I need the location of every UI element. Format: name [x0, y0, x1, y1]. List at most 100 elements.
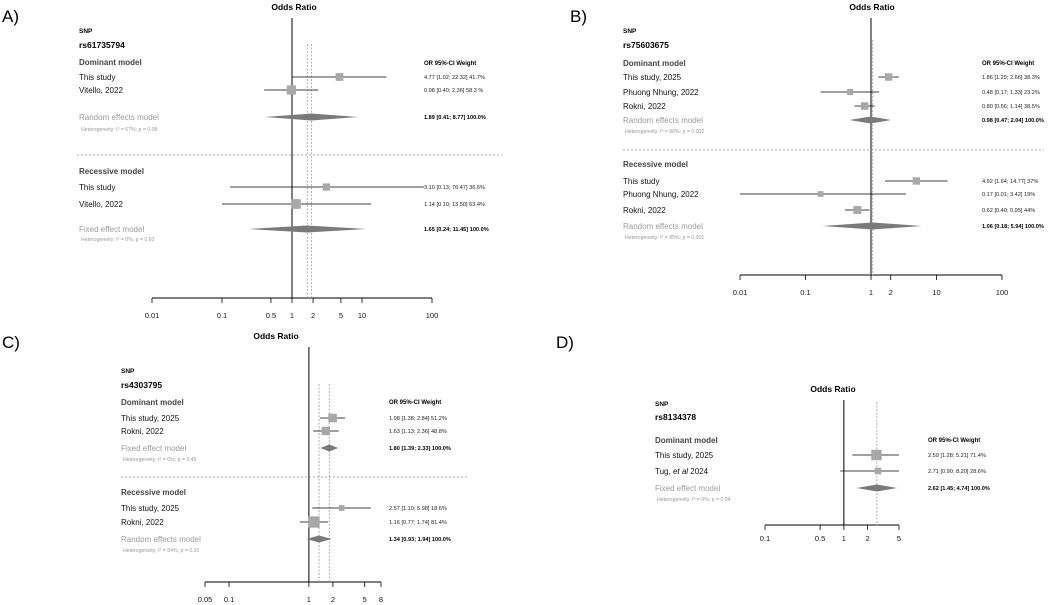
x-tick-label: 5	[897, 534, 901, 543]
study-values: 1.86 [1.29; 2.66] 38.3%	[982, 75, 1040, 81]
study-estimate-square	[321, 426, 331, 436]
pooled-diamond	[248, 225, 367, 233]
subgroup-title: Dominant model	[655, 436, 718, 445]
chart-title: Odds Ratio	[253, 331, 298, 341]
study-label: This study, 2025	[655, 451, 714, 460]
study-estimate-square	[338, 505, 345, 511]
pooled-model-label: Random effects model	[623, 116, 703, 125]
x-tick-label: 100	[426, 311, 439, 320]
column-header: OR 95%-CI Weight	[928, 438, 980, 444]
pooled-diamond	[856, 484, 898, 492]
heterogeneity-text: Heterogeneity: I² = 0%; p = 0.46	[123, 457, 197, 463]
subgroup-dominant-model: Dominant model OR 95%-CI Weight This study…	[655, 436, 990, 503]
study-values: 1.14 [0.10; 13.50] 63.4%	[424, 202, 485, 208]
panel-c: C) Odds Ratio SNP rs4303795 0.05 0.1 1 2 5 8 Domin…	[2, 331, 468, 604]
study-label: Tug, et al 2024	[655, 467, 709, 476]
study-estimate-square	[860, 102, 869, 110]
subgroup-recessive-model: Recessive model This study, 2025 2.57 [1.1…	[121, 488, 451, 554]
snp-header: SNP	[79, 28, 93, 35]
study-estimate-square	[912, 177, 920, 185]
subgroup-dominant-model: Dominant model OR 95%-CI Weight This study…	[623, 59, 1044, 135]
chart-title: Odds Ratio	[271, 2, 316, 12]
heterogeneity-text: Heterogeneity: I² = 67%; p = 0.08	[81, 127, 158, 133]
study-label: Phuong Nhung, 2022	[623, 190, 699, 199]
panel-label: A)	[2, 7, 19, 26]
x-tick-label: 1	[307, 595, 311, 604]
subgroup-recessive-model: Recessive model This study 4.92 [1.64; 14.…	[623, 160, 1044, 241]
snp-id: rs8134378	[655, 412, 696, 422]
x-tick-label: 0.01	[733, 288, 748, 297]
study-label: Rokni, 2022	[121, 427, 164, 436]
subgroup-recessive-model: Recessive model This study 3.10 [0.13; 76.…	[79, 167, 489, 243]
snp-id: rs61735794	[79, 40, 125, 50]
x-tick-label: 10	[358, 311, 366, 320]
study-values: 1.16 [0.77; 1.74] 81.4%	[389, 520, 447, 526]
pooled-values: 1.34 [0.93; 1.94] 100.0%	[389, 537, 451, 543]
x-tick-label: 2	[331, 595, 335, 604]
x-tick-label: 0.1	[224, 595, 234, 604]
study-estimate-square	[291, 199, 301, 209]
subgroup-title: Recessive model	[121, 488, 186, 497]
snp-id: rs75603675	[623, 40, 669, 50]
study-estimate-square	[847, 88, 854, 96]
study-estimate-square	[874, 467, 882, 475]
study-values: 0.80 [0.56; 1.14] 38.5%	[982, 104, 1040, 110]
study-label: Rokni, 2022	[623, 206, 666, 215]
study-values: 0.98 [0.40; 2.36] 58.3 %	[424, 88, 483, 94]
pooled-model-label: Random effects model	[623, 222, 703, 231]
snp-header: SNP	[623, 28, 637, 35]
x-tick-label: 5	[363, 595, 367, 604]
pooled-model-label: Random effects model	[121, 535, 201, 544]
study-label: Phuong Nhung, 2022	[623, 88, 699, 97]
column-header: OR 95%-CI Weight	[424, 61, 476, 67]
x-tick-label: 1	[842, 534, 846, 543]
snp-header: SNP	[121, 368, 135, 375]
x-tick-label: 2	[866, 534, 870, 543]
x-tick-label: 1	[290, 311, 294, 320]
x-tick-label: 100	[996, 288, 1009, 297]
panel-a: A) Odds Ratio SNP rs61735794 0.01 0.1 0.5 1 2 5 10…	[2, 2, 502, 320]
subgroup-title: Recessive model	[623, 160, 688, 169]
study-values: 0.62 [0.40; 0.95] 44%	[982, 208, 1035, 214]
heterogeneity-text: Heterogeneity: I² = 84%; p = 0.10	[123, 548, 200, 554]
pooled-values: 0.98 [0.47; 2.04] 100.0%	[982, 118, 1044, 124]
subgroup-title: Recessive model	[79, 167, 144, 176]
pooled-model-label: Fixed effect model	[655, 484, 720, 493]
study-values: 0.17 [0.01; 3.42] 19%	[982, 192, 1035, 198]
x-tick-label: 0.1	[800, 288, 810, 297]
study-estimate-square	[322, 183, 331, 191]
chart-title: Odds Ratio	[810, 384, 855, 394]
panel-d: D) Odds Ratio SNP rs8134378 0.1 0.5 1 2 5 Dominan…	[556, 333, 990, 543]
subgroup-dominant-model: Dominant model OR 95%-CI Weight This study…	[121, 398, 451, 463]
study-estimate-square	[286, 85, 297, 95]
pooled-diamond	[822, 222, 922, 230]
x-tick-label: 5	[339, 311, 343, 320]
study-label: This study	[79, 73, 115, 82]
study-values: 1.63 [1.13; 2.36] 48.8%	[389, 429, 447, 435]
subgroup-dominant-model: Dominant model OR 95%-CI Weight This study…	[79, 58, 486, 133]
chart-title: Odds Ratio	[849, 2, 894, 12]
pooled-values: 1.06 [0.18; 5.94] 100.0%	[982, 224, 1044, 230]
study-estimate-square	[817, 191, 824, 197]
study-values: 4.77 [1.02; 22.32] 41.7%	[424, 75, 485, 81]
pooled-diamond	[306, 535, 332, 543]
heterogeneity-text: Heterogeneity: I² = 0%; p = 0.94	[657, 497, 731, 503]
x-tick-label: 0.5	[266, 311, 276, 320]
pooled-values: 1.65 [0.24; 11.45] 100.0%	[424, 227, 489, 233]
subgroup-title: Dominant model	[79, 58, 142, 67]
heterogeneity-text: Heterogeneity: I² = 86%; p = 0.002	[625, 129, 704, 135]
pooled-values: 1.89 [0.41; 8.77] 100.0%	[424, 115, 486, 121]
study-values: 2.59 [1.28; 5.21] 71.4%	[928, 453, 986, 459]
x-tick-label: 0.01	[145, 311, 160, 320]
heterogeneity-text: Heterogeneity: I² = 0%; p = 0.63	[81, 237, 155, 243]
study-estimate-square	[884, 73, 893, 81]
panel-b: B) Odds Ratio SNP rs75603675 0.01 0.1 1 2 10 100 D…	[570, 2, 1044, 297]
study-values: 3.10 [0.13; 76.47] 36.6%	[424, 185, 485, 191]
pooled-values: 1.80 [1.39; 2.33] 100.0%	[389, 446, 451, 452]
column-header: OR 95%-CI Weight	[982, 61, 1034, 67]
study-label: This study, 2025	[623, 73, 682, 82]
x-tick-label: 2	[311, 311, 315, 320]
study-label: This study, 2025	[121, 504, 180, 513]
study-values: 2.57 [1.10; 5.98] 18.6%	[389, 506, 447, 512]
study-estimate-square	[328, 413, 337, 423]
